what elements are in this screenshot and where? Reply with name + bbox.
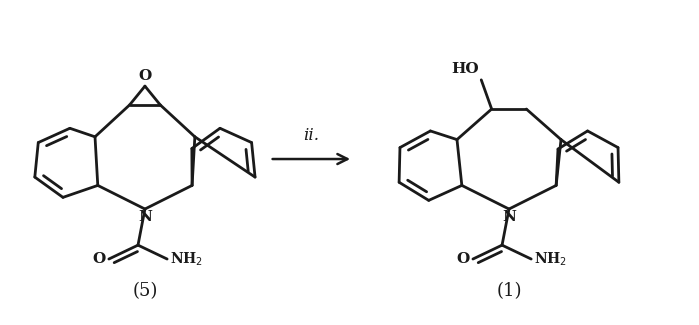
Text: (1): (1) — [496, 282, 521, 300]
Text: NH$_2$: NH$_2$ — [534, 250, 567, 268]
Text: N: N — [138, 210, 152, 225]
Text: N: N — [502, 210, 516, 225]
Text: ii.: ii. — [303, 127, 319, 144]
Text: O: O — [92, 252, 106, 266]
Text: O: O — [138, 69, 152, 83]
Text: O: O — [456, 252, 470, 266]
Text: NH$_2$: NH$_2$ — [170, 250, 203, 268]
Text: HO: HO — [451, 62, 479, 76]
Text: (5): (5) — [132, 282, 157, 300]
